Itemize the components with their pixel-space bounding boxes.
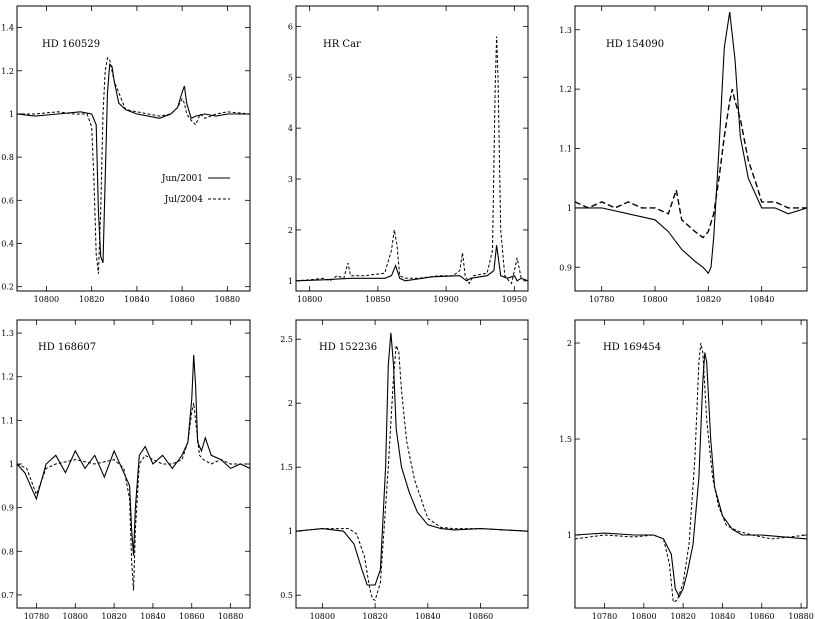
x-tick-label: 10800	[631, 612, 656, 619]
panel-title: HD 152236	[319, 342, 377, 353]
legend: Jun/2001 Jul/2004	[161, 174, 230, 205]
x-tick-label: 10860	[169, 295, 194, 304]
panel-title: HR Car	[323, 39, 361, 50]
series-line-jun-2001	[17, 63, 250, 264]
y-tick-label: 0.7	[1, 591, 14, 600]
y-tick-label: 1	[288, 277, 293, 286]
y-tick-label: 1	[288, 527, 293, 536]
y-tick-label: 0.2	[1, 283, 14, 292]
y-tick-label: 1.2	[1, 373, 14, 382]
panel-frame	[16, 319, 251, 609]
y-tick-label: 1.2	[1, 67, 14, 76]
panel-title: HD 168607	[38, 342, 96, 353]
series-line-jul-2004	[575, 88, 807, 239]
series-line-jun-2001	[17, 354, 250, 556]
y-tick-label: 2	[567, 339, 572, 348]
x-tick-label: 10820	[696, 295, 721, 304]
y-tick-label: 2	[288, 226, 293, 235]
y-tick-label: 2	[288, 399, 293, 408]
x-tick-label: 10800	[642, 295, 667, 304]
panel-3: 10780 10800 10820 10840 0.9 1 1.1 1.2 1.3 HD 1540…	[559, 5, 808, 304]
x-tick-label: 10780	[589, 295, 614, 304]
x-tick-label: 10820	[670, 612, 695, 619]
y-tick-label: 3	[288, 175, 293, 184]
y-tick-label: 0.4	[1, 240, 14, 249]
y-tick-label: 1	[9, 110, 14, 119]
y-tick-label: 1	[9, 460, 14, 469]
panel-5: 10800 10820 10840 10860 0.5 1 1.5 2 2.5 HD 152236	[280, 319, 529, 619]
series-line-jun-2001	[296, 332, 528, 586]
y-tick-label: 4	[288, 124, 293, 133]
series-line-jul-2004	[17, 402, 250, 591]
y-tick-label: 1	[567, 531, 572, 540]
x-tick-label: 10840	[415, 612, 440, 619]
y-tick-label: 1.5	[280, 463, 293, 472]
y-tick-label: 0.6	[1, 196, 14, 205]
x-tick-label: 10820	[362, 612, 387, 619]
x-tick-label: 10880	[215, 295, 240, 304]
x-tick-label: 10850	[365, 295, 390, 304]
x-tick-label: 10840	[124, 295, 149, 304]
panel-frame	[295, 5, 529, 292]
x-tick-label: 10840	[140, 612, 165, 619]
panel-frame	[574, 319, 808, 609]
y-tick-label: 0.5	[280, 591, 293, 600]
panel-frame	[295, 319, 529, 609]
x-tick-label: 10860	[749, 612, 774, 619]
y-tick-label: 1.2	[559, 85, 572, 94]
x-tick-label: 10860	[179, 612, 204, 619]
panel-title: HD 154090	[606, 39, 664, 50]
y-tick-label: 1.4	[1, 24, 14, 33]
panel-4: 10780 10800 10820 10840 10860 10880 0.7 0.8 0.9 1…	[1, 319, 251, 619]
x-tick-label: 10780	[24, 612, 49, 619]
x-tick-label: 10800	[310, 612, 335, 619]
x-tick-label: 10780	[592, 612, 617, 619]
series-line-jul-2004	[17, 56, 250, 274]
panel-title: HD 160529	[42, 39, 100, 50]
series-line-jun-2001	[575, 11, 807, 275]
y-tick-label: 0.8	[1, 547, 14, 556]
y-tick-label: 1.5	[559, 435, 572, 444]
y-tick-label: 1.1	[559, 145, 572, 154]
y-tick-label: 5	[288, 73, 293, 82]
x-tick-label: 10820	[79, 295, 104, 304]
x-tick-label: 10800	[297, 295, 322, 304]
y-tick-label: 1	[567, 204, 572, 213]
y-tick-label: 0.9	[1, 504, 14, 513]
x-tick-label: 10860	[468, 612, 493, 619]
panel-1: 10800 10820 10840 10860 10880 0.2 0.4 0.6 0.8 1 1.…	[1, 5, 251, 304]
series-line-jul-2004	[296, 345, 528, 602]
y-tick-label: 1.1	[1, 416, 14, 425]
y-tick-label: 6	[288, 22, 293, 31]
series-line-jun-2001	[575, 352, 807, 598]
y-tick-label: 2.5	[280, 335, 293, 344]
y-tick-label: 0.8	[1, 153, 14, 162]
x-tick-label: 10880	[218, 612, 243, 619]
panel-frame	[16, 5, 251, 292]
x-tick-label: 10840	[749, 295, 774, 304]
x-tick-label: 10800	[34, 295, 59, 304]
x-tick-label: 10880	[788, 612, 813, 619]
series-line-jun-2001	[296, 245, 528, 282]
x-tick-label: 10950	[502, 295, 527, 304]
y-tick-label: 0.9	[559, 263, 572, 272]
x-tick-label: 10900	[433, 295, 458, 304]
y-tick-label: 1.3	[559, 26, 572, 35]
panel-2: 10800 10850 10900 10950 1 2 3 4 5 6 HR Car	[288, 5, 529, 304]
series-line-jul-2004	[296, 36, 528, 285]
x-tick-label: 10800	[63, 612, 88, 619]
y-tick-label: 1.3	[1, 329, 14, 338]
legend-label: Jul/2004	[164, 195, 203, 205]
panel-title: HD 169454	[603, 342, 661, 353]
panel-6: 10780 10800 10820 10840 10860 10880 1 1.5 2 HD 16…	[559, 319, 814, 619]
x-tick-label: 10840	[710, 612, 735, 619]
series-line-jul-2004	[575, 342, 807, 603]
x-tick-label: 10820	[101, 612, 126, 619]
legend-label: Jun/2001	[161, 174, 203, 184]
